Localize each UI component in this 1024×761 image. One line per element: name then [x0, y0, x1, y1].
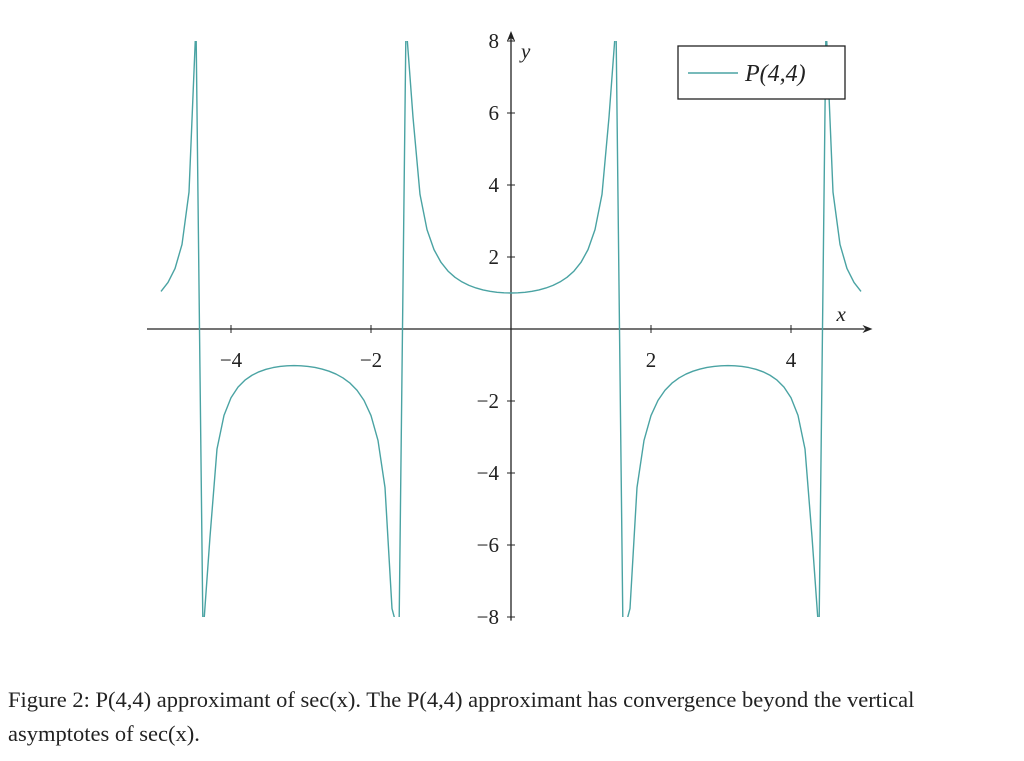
y-tick-label: −8: [477, 605, 499, 629]
y-tick-label: −2: [477, 389, 499, 413]
x-tick-label: 4: [786, 348, 797, 372]
y-tick-label: 4: [489, 173, 500, 197]
chart: x y −4 −2 2 4 −8 −6 −4 −2 2 4 6 8 P(4,4): [147, 29, 873, 629]
y-tick-label: −4: [477, 461, 500, 485]
figure-caption: Figure 2: P(4,4) approximant of sec(x). …: [8, 683, 1008, 751]
y-axis-label: y: [519, 39, 531, 63]
x-tick-label: 2: [646, 348, 657, 372]
y-tick-label: 2: [489, 245, 500, 269]
legend-label: P(4,4): [744, 61, 806, 87]
y-axis-arrow-icon: [507, 31, 515, 41]
y-tick-label: −6: [477, 533, 499, 557]
x-axis-label: x: [836, 302, 847, 326]
y-tick-label: 6: [489, 101, 500, 125]
axes: x y −4 −2 2 4 −8 −6 −4 −2 2 4 6 8: [147, 29, 873, 629]
x-tick-label: −2: [360, 348, 382, 372]
x-axis-arrow-icon: [862, 325, 873, 333]
y-tick-label: 8: [489, 29, 500, 53]
caption-text: P(4,4) approximant of sec(x). The P(4,4)…: [8, 687, 915, 746]
legend: P(4,4): [677, 45, 846, 100]
caption-label: Figure 2:: [8, 687, 90, 712]
curve-group: [160, 41, 862, 617]
x-tick-label: −4: [220, 348, 243, 372]
series-line-p44: [160, 41, 862, 617]
